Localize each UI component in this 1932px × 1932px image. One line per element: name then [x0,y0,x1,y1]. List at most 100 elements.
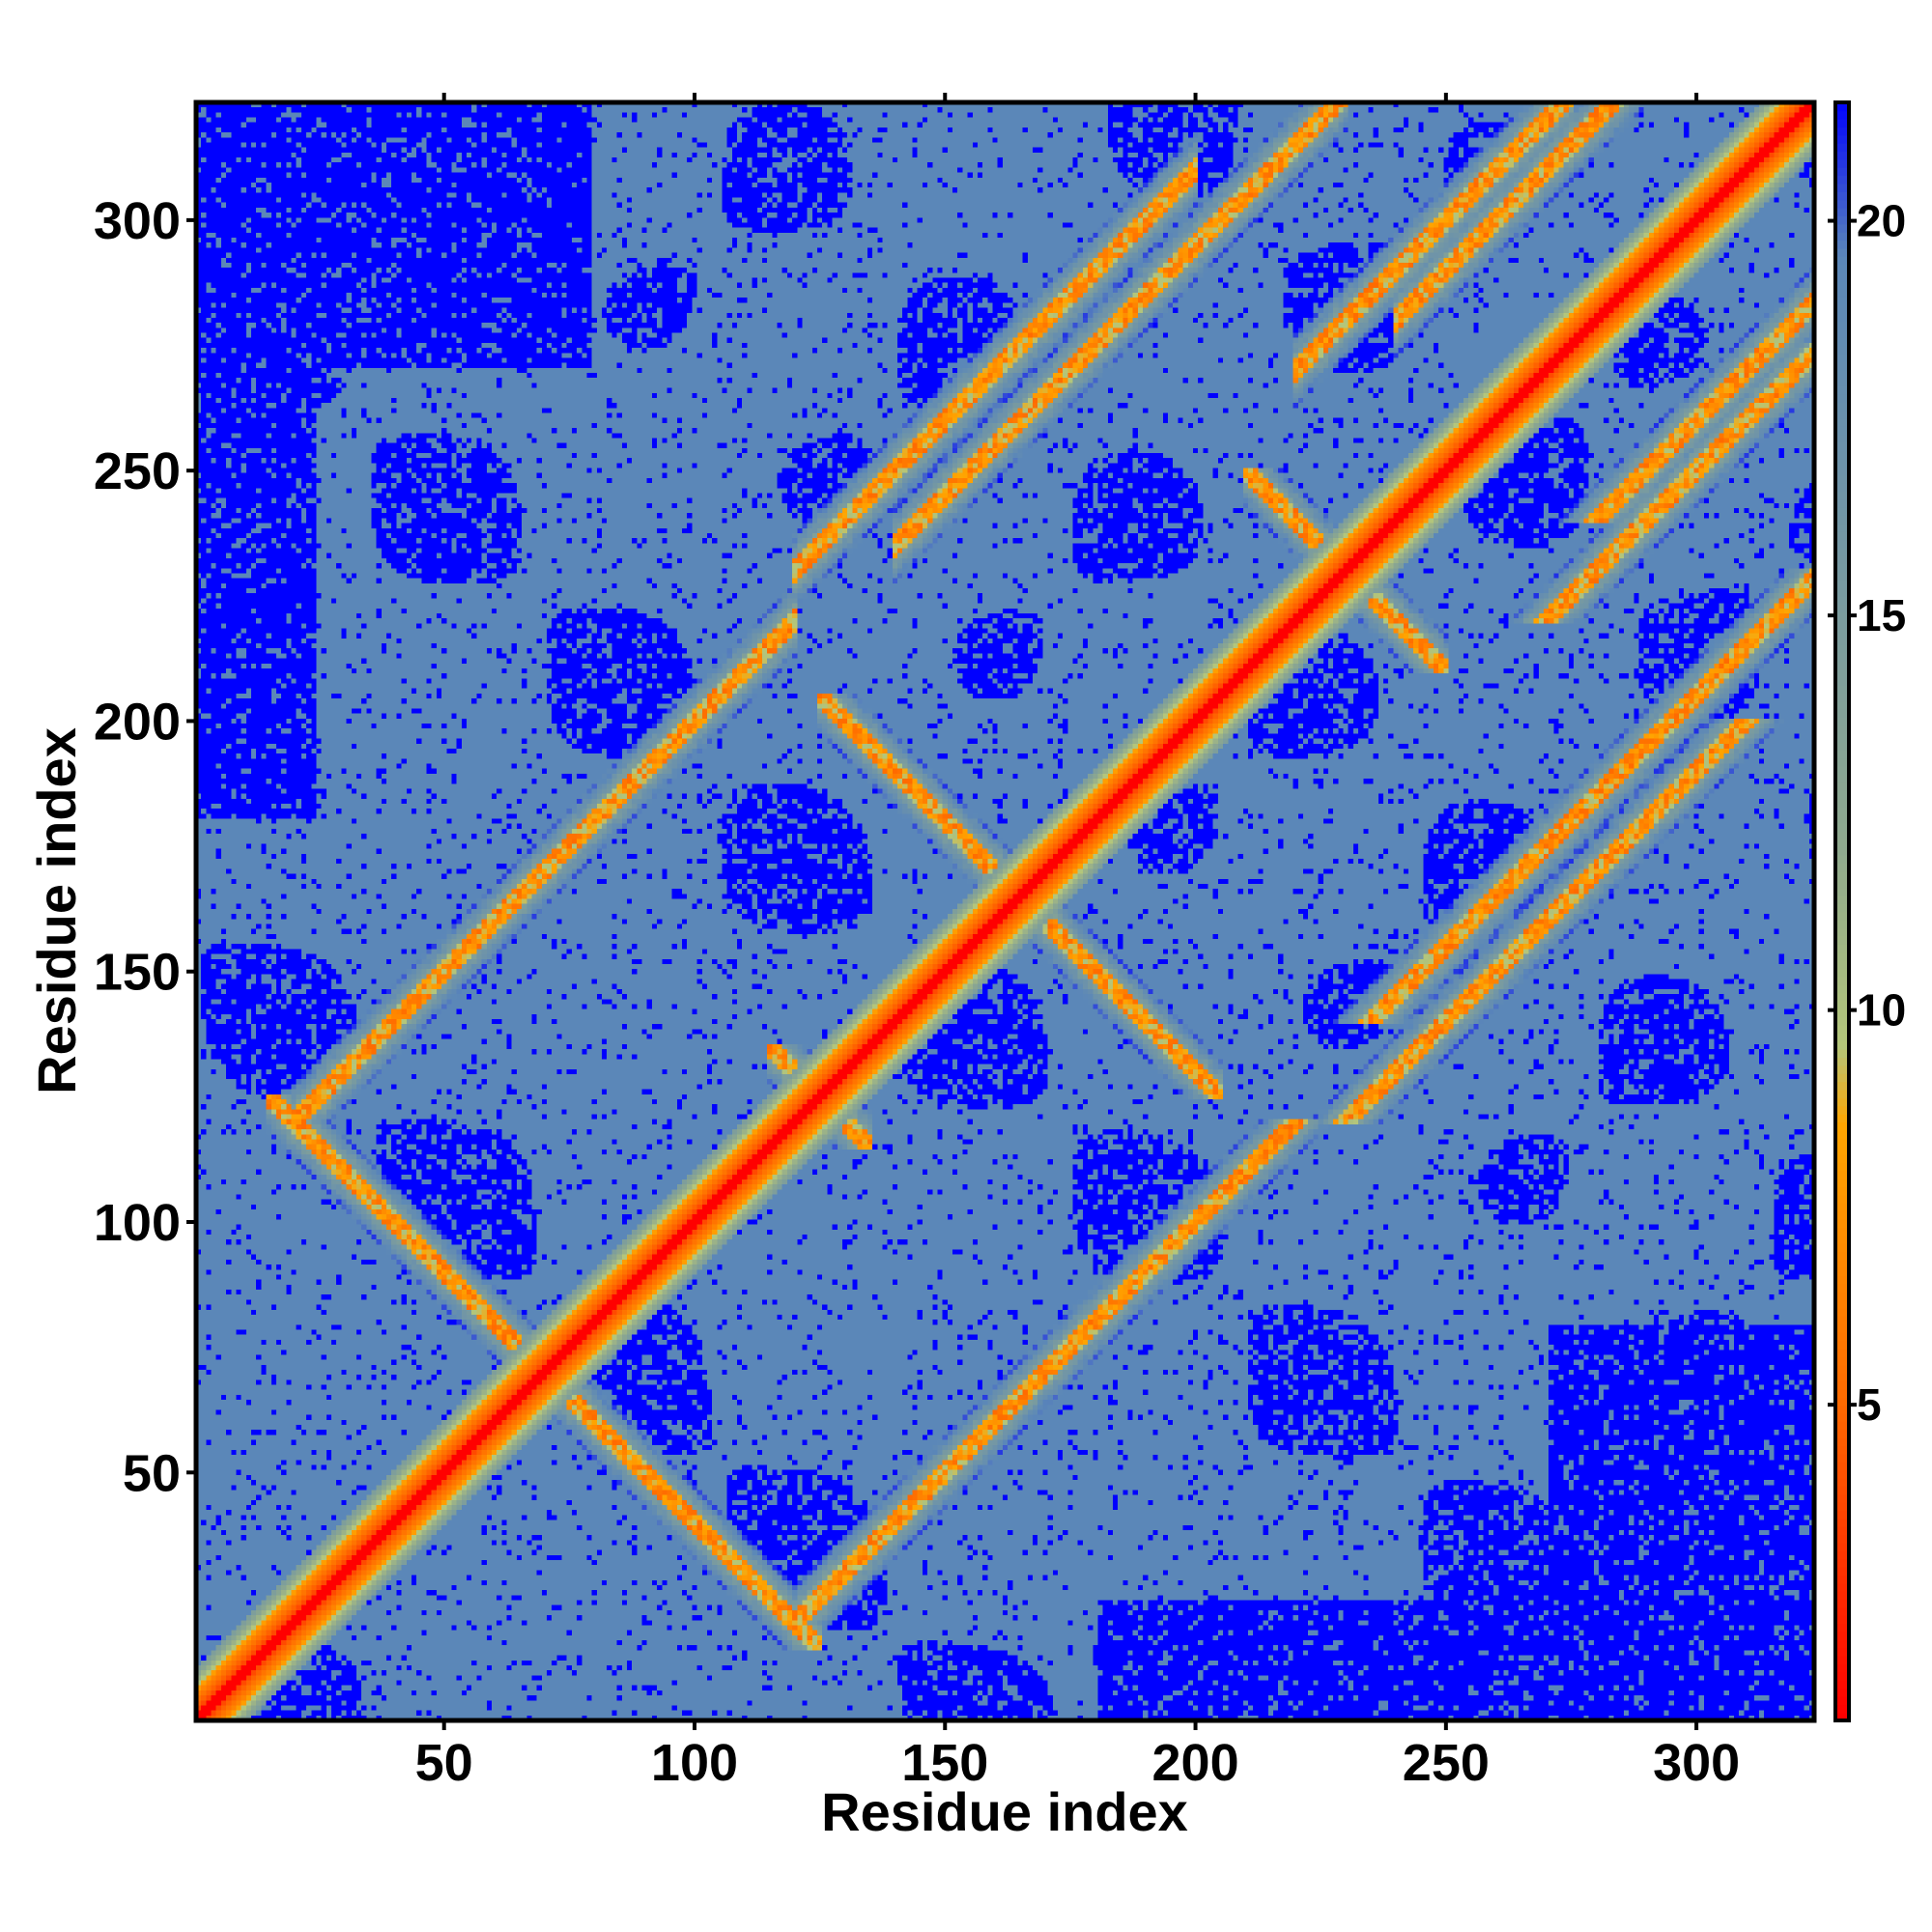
colorbar-segment [1835,1073,1849,1083]
colorbar-segment [1835,903,1849,913]
colorbar-segment [1835,474,1849,484]
colorbar-segment [1835,1445,1849,1455]
colorbar-segment [1835,167,1849,177]
colorbar-segment [1835,515,1849,525]
colorbar-segment [1835,1283,1849,1293]
colorbar-segment [1835,935,1849,945]
y-axis: 50 100 150 200 250 300 [94,192,196,1502]
colorbar-segment [1835,1639,1849,1649]
colorbar-segment [1835,1009,1849,1018]
colorbar-segment [1835,798,1849,808]
colorbar-segment [1835,1033,1849,1042]
colorbar-segment [1835,1235,1849,1244]
colorbar-segment [1835,1348,1849,1357]
colorbar-segment [1835,1048,1849,1059]
colorbar-segment [1835,1323,1849,1333]
colorbar-segment [1835,959,1849,969]
colorbar-segment [1835,466,1849,476]
x-axis: 50 100 150 200 250 300 [415,93,1740,1792]
colorbar-segment [1835,822,1849,832]
colorbar-segment [1835,927,1849,937]
colorbar-segment [1835,247,1849,257]
colorbar-segment [1835,441,1849,451]
colorbar-segment [1835,1122,1849,1131]
colorbar-segment [1835,118,1849,128]
colorbar-segment [1835,1170,1849,1179]
colorbar-segment [1835,158,1849,168]
colorbar-segment [1835,1040,1849,1050]
colorbar-segment [1835,750,1849,759]
colorbar-segment [1835,288,1849,298]
colorbar-segment [1835,345,1849,355]
colorbar-segment [1835,102,1849,112]
x-tick-label: 50 [415,1734,473,1792]
colorbar-segment [1835,547,1849,556]
colorbar-segment [1835,1275,1849,1285]
colorbar-segment [1835,410,1849,419]
colorbar-segment [1835,434,1849,443]
colorbar-segment [1835,983,1849,994]
colorbar-segment [1835,1477,1849,1487]
colorbar-segment [1835,611,1849,621]
x-tick-label: 300 [1653,1734,1740,1792]
colorbar-segment [1835,781,1849,791]
colorbar-segment [1835,1138,1849,1148]
colorbar-segment [1835,563,1849,573]
colorbar-segment [1835,1558,1849,1568]
colorbar-segment [1835,676,1849,686]
colorbar-segment [1835,741,1849,751]
colorbar-segment [1835,968,1849,978]
colorbar-segment [1835,1704,1849,1714]
colorbar-segment [1835,854,1849,865]
colorbar-segment [1835,232,1849,242]
colorbar-segment [1835,587,1849,597]
colorbar-segment [1835,417,1849,427]
colorbar-segment [1835,870,1849,880]
colorbar-segment [1835,183,1849,192]
colorbar-segment [1835,700,1849,710]
colorbar-segment [1835,1680,1849,1690]
y-axis-title: Residue index [26,727,87,1094]
colorbar-segment [1835,1631,1849,1641]
y-tick-label: 150 [94,944,181,1002]
x-tick-label: 200 [1152,1734,1239,1792]
colorbar-segment [1835,1647,1849,1657]
colorbar-segment [1835,1575,1849,1584]
colorbar-segment [1835,1105,1849,1115]
colorbar-segment [1835,506,1849,516]
colorbar-segment [1835,1146,1849,1155]
colorbar-segment [1835,944,1849,953]
colorbar-segment [1835,1203,1849,1212]
colorbar-segment [1835,1364,1849,1374]
colorbar-segment [1835,393,1849,403]
x-tick-label: 250 [1403,1734,1490,1792]
colorbar-segment [1835,1299,1849,1309]
colorbar-segment [1835,377,1849,386]
colorbar-segment [1835,458,1849,468]
colorbar-segment [1835,604,1849,613]
colorbar-segment [1835,846,1849,856]
colorbar-segment [1835,765,1849,775]
colorbar-segment [1835,1186,1849,1196]
colorbar-segment [1835,110,1849,120]
colorbar-segment [1835,1097,1849,1107]
y-tick-label: 50 [123,1444,181,1502]
colorbar-segment [1835,361,1849,371]
colorbar-segment [1835,280,1849,290]
colorbar-segment [1835,952,1849,961]
colorbar-segment [1835,1453,1849,1463]
colorbar-segment [1835,887,1849,896]
colorbar-segment [1835,1388,1849,1398]
colorbar-segment [1835,733,1849,743]
colorbar-segment [1835,814,1849,824]
colorbar-segment [1835,1623,1849,1633]
colorbar-segment [1835,1194,1849,1204]
colorbar-segment [1835,571,1849,581]
colorbar-segment [1835,555,1849,565]
colorbar-segment [1835,838,1849,848]
colorbar-segment [1835,1591,1849,1601]
colorbar-segment [1835,1210,1849,1220]
heatmap-cells [196,102,1814,1720]
colorbar-segment [1835,717,1849,726]
